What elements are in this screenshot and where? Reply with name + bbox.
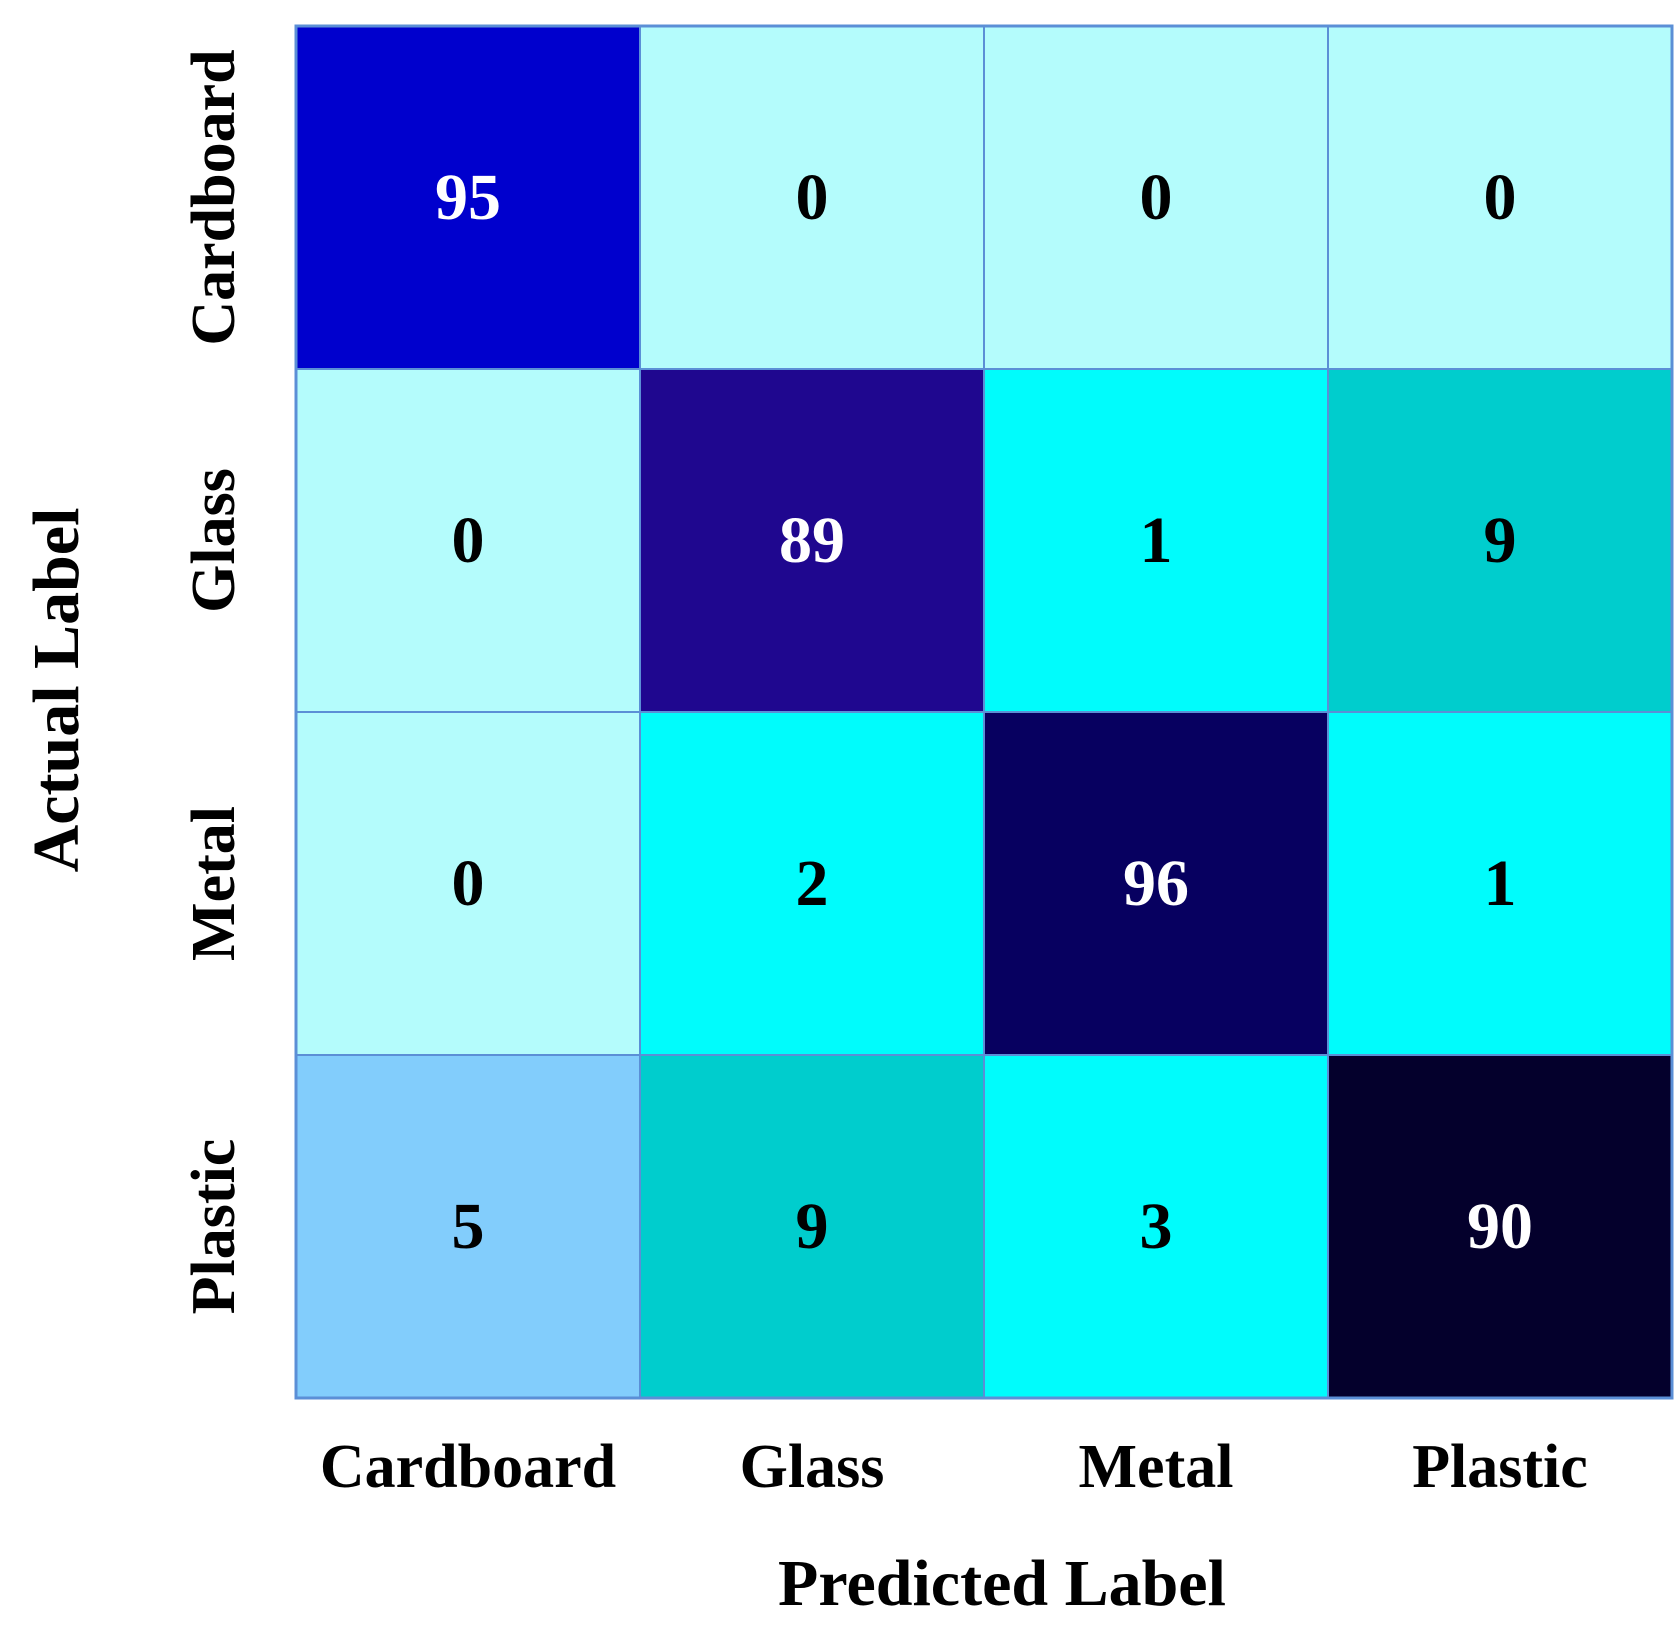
x-tick-label-metal: Metal xyxy=(1079,1433,1234,1501)
heatmap-cell-glass-glass xyxy=(639,368,985,713)
cell-value-glass-plastic: 9 xyxy=(1484,504,1517,577)
y-tick-labels: Cardboard Glass Metal Plastic xyxy=(180,49,248,1314)
heatmap-cell-plastic-glass xyxy=(639,1054,985,1399)
y-tick-label-cardboard: Cardboard xyxy=(180,49,248,345)
heatmap-cell-plastic-metal xyxy=(983,1054,1329,1399)
y-tick-label-glass: Glass xyxy=(180,468,248,613)
heatmap-cell-glass-cardboard xyxy=(295,368,641,713)
x-axis-title: Predicted Label xyxy=(778,1547,1226,1620)
cell-value-labels: 95 0 0 00 89 1 90 2 96 15 9 3 90 xyxy=(435,161,1533,1263)
heatmap-cell-metal-plastic xyxy=(1327,711,1673,1056)
heatmap-frame xyxy=(294,24,1674,1400)
y-tick-label-metal: Metal xyxy=(180,806,248,961)
cell-value-metal-plastic: 1 xyxy=(1484,847,1517,920)
cell-value-cardboard-cardboard: 95 xyxy=(435,161,501,234)
cell-value-glass-cardboard: 0 xyxy=(452,504,485,577)
cell-value-metal-metal: 96 xyxy=(1123,847,1189,920)
cell-value-metal-glass: 2 xyxy=(796,847,829,920)
heatmap-cell-cardboard-plastic xyxy=(1327,25,1673,370)
heatmap-cell-plastic-plastic xyxy=(1327,1054,1673,1399)
cell-value-metal-cardboard: 0 xyxy=(452,847,485,920)
x-tick-label-cardboard: Cardboard xyxy=(320,1433,616,1501)
cell-value-cardboard-plastic: 0 xyxy=(1484,161,1517,234)
heatmap-cell-glass-metal xyxy=(983,368,1329,713)
y-axis-title: Actual Label xyxy=(20,508,93,873)
x-tick-label-glass: Glass xyxy=(740,1433,885,1501)
cell-value-plastic-plastic: 90 xyxy=(1467,1190,1533,1263)
cell-value-plastic-cardboard: 5 xyxy=(452,1190,485,1263)
x-tick-label-plastic: Plastic xyxy=(1412,1433,1588,1501)
heatmap-cells xyxy=(294,24,1674,1400)
cell-value-plastic-metal: 3 xyxy=(1140,1190,1173,1263)
cell-value-glass-glass: 89 xyxy=(779,504,845,577)
heatmap-cell-glass-plastic xyxy=(1327,368,1673,713)
cell-value-plastic-glass: 9 xyxy=(796,1190,829,1263)
heatmap-cell-cardboard-cardboard xyxy=(295,25,641,370)
heatmap-cell-metal-glass xyxy=(639,711,985,1056)
y-tick-label-plastic: Plastic xyxy=(180,1139,248,1315)
cell-value-cardboard-metal: 0 xyxy=(1140,161,1173,234)
x-tick-labels: Cardboard Glass Metal Plastic xyxy=(320,1433,1588,1501)
cell-value-glass-metal: 1 xyxy=(1140,504,1173,577)
heatmap-cell-cardboard-glass xyxy=(639,25,985,370)
cell-value-cardboard-glass: 0 xyxy=(796,161,829,234)
heatmap-cell-plastic-cardboard xyxy=(295,1054,641,1399)
